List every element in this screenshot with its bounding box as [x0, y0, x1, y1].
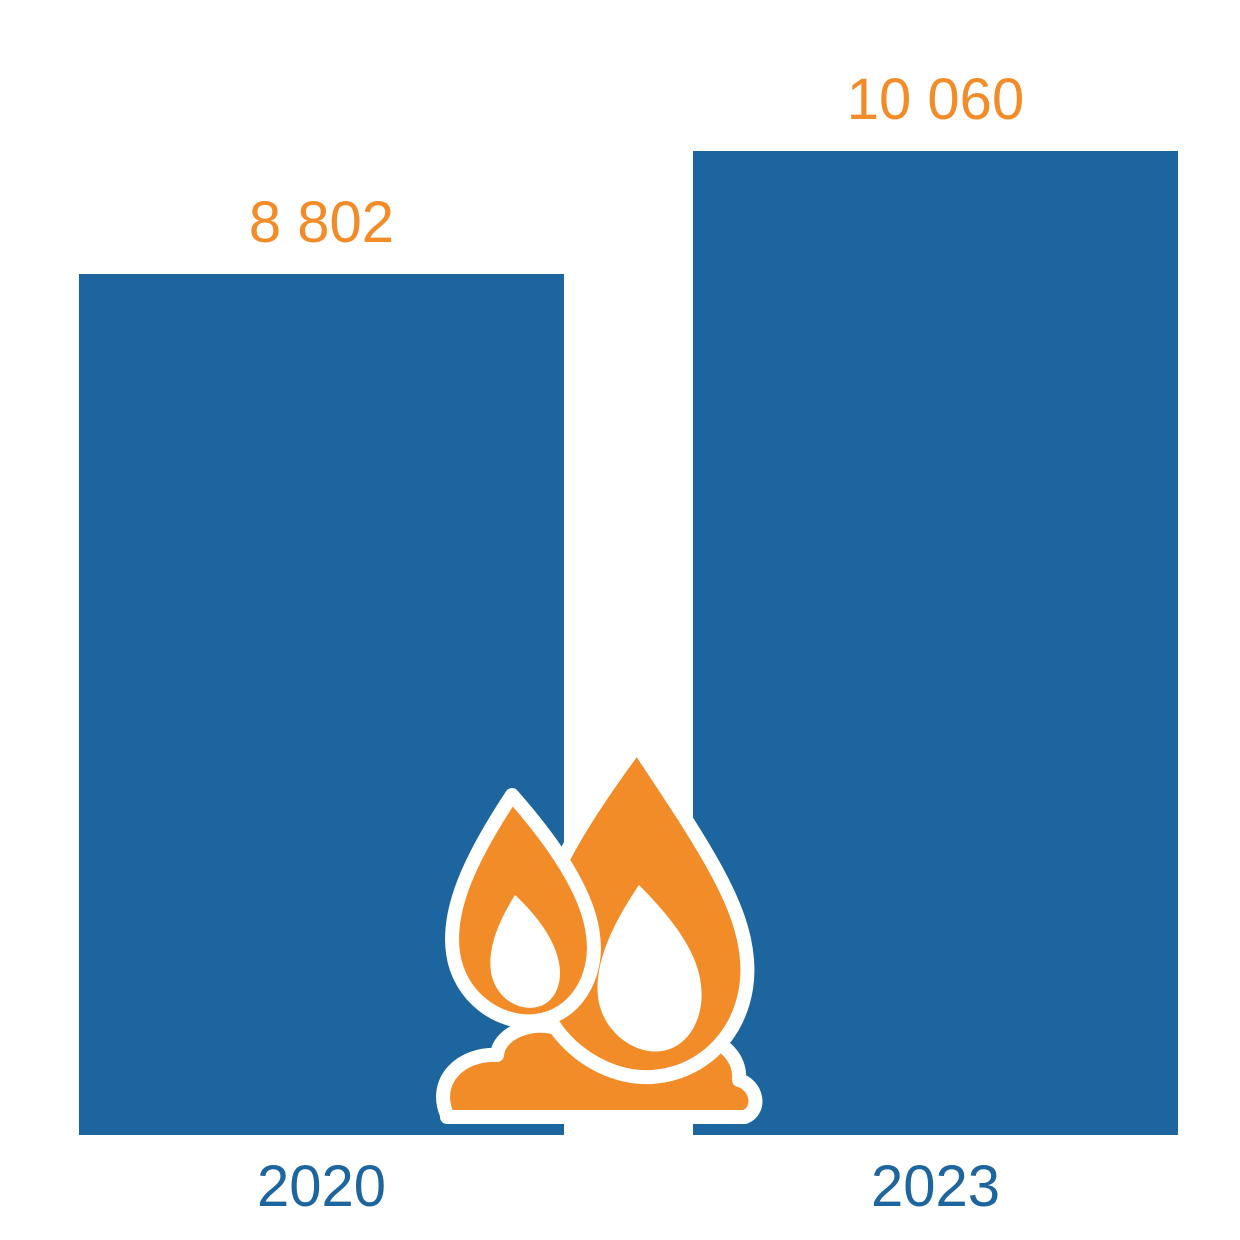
value-label-2020: 8 802 — [79, 189, 564, 256]
chart-stage: 8 802 2020 10 060 2023 — [0, 0, 1240, 1240]
value-label-2023: 10 060 — [693, 66, 1178, 133]
category-label-2020: 2020 — [79, 1153, 564, 1220]
flames-icon — [407, 685, 777, 1135]
category-label-2023: 2023 — [693, 1153, 1178, 1220]
